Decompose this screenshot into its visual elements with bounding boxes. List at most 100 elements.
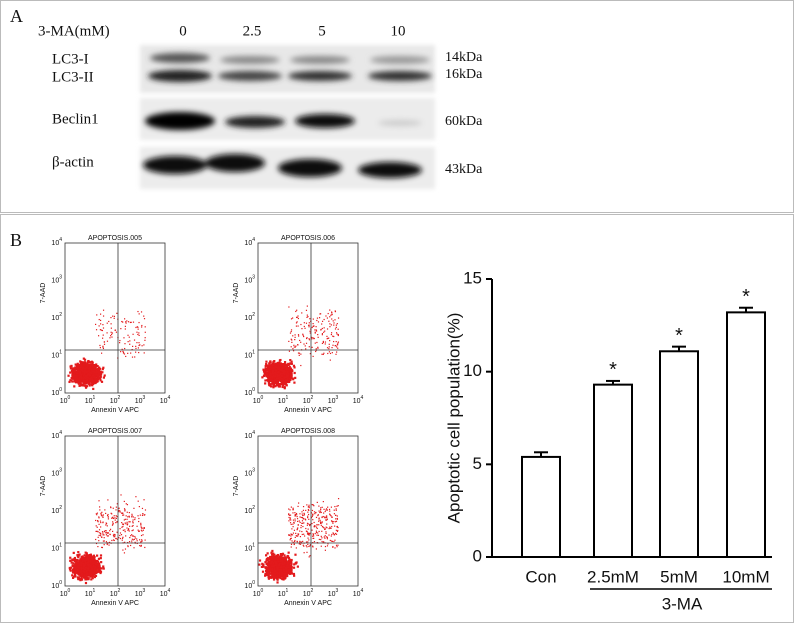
dot <box>289 509 290 510</box>
dot <box>142 513 143 514</box>
dot <box>314 338 315 339</box>
protein-label: β-actin <box>52 154 94 170</box>
dot <box>299 353 300 354</box>
dot <box>295 514 296 515</box>
dot <box>138 518 139 519</box>
dot <box>317 347 318 348</box>
y-axis-label: 7-AAD <box>233 283 240 304</box>
dot <box>278 368 280 370</box>
dot <box>132 519 133 520</box>
dot <box>279 571 281 573</box>
tick-base: 10 <box>51 433 59 440</box>
lane-label: 10 <box>391 23 406 39</box>
dot <box>103 534 104 535</box>
dot <box>309 322 310 323</box>
dot <box>285 368 287 370</box>
dot <box>106 530 107 531</box>
dot <box>131 534 132 535</box>
dot <box>295 311 296 312</box>
tick-exponent: 1 <box>252 543 255 549</box>
dot <box>116 507 117 508</box>
dot <box>322 321 323 322</box>
tick-exponent: 3 <box>252 275 255 281</box>
dot <box>144 514 145 515</box>
dot <box>291 559 293 561</box>
dot <box>104 544 105 545</box>
dot <box>322 507 323 508</box>
dot <box>331 312 332 313</box>
dot <box>308 514 309 515</box>
tick-base: 10 <box>278 591 286 598</box>
dot <box>327 509 328 510</box>
dot <box>79 371 81 373</box>
dot <box>326 536 327 537</box>
protein-label: LC3-II <box>52 69 94 85</box>
tick-base: 10 <box>244 240 252 247</box>
dot <box>137 327 138 328</box>
dot <box>284 562 286 564</box>
dot <box>103 348 104 349</box>
dot <box>73 385 75 387</box>
dot <box>297 527 298 528</box>
dot <box>124 508 125 509</box>
dot <box>279 383 281 385</box>
tick-exponent: 3 <box>143 588 146 594</box>
tick-exponent: 4 <box>168 395 171 401</box>
dot <box>285 569 287 571</box>
size-label: 43kDa <box>445 162 483 177</box>
band <box>145 112 215 130</box>
dot <box>335 515 336 516</box>
dot <box>323 332 324 333</box>
dot <box>124 348 125 349</box>
dot <box>327 328 328 329</box>
dot <box>311 338 312 339</box>
dot <box>329 511 330 512</box>
dot <box>306 504 307 505</box>
dot <box>86 555 88 557</box>
dot <box>300 536 301 537</box>
dot <box>91 363 93 365</box>
dot <box>335 345 336 346</box>
dot <box>306 541 307 542</box>
dot <box>326 336 327 337</box>
dot <box>100 557 102 559</box>
dot <box>139 545 140 546</box>
dot <box>133 508 134 509</box>
dot <box>99 529 100 530</box>
tick-base: 10 <box>51 470 59 477</box>
dot <box>267 567 269 569</box>
tick-exponent: 0 <box>252 580 255 586</box>
x-tick-label: 100 <box>60 395 71 405</box>
dot <box>303 513 304 514</box>
dot <box>102 324 103 325</box>
dot <box>294 522 295 523</box>
dot <box>143 344 144 345</box>
dot <box>296 326 297 327</box>
dot <box>329 309 330 310</box>
dot <box>78 364 80 366</box>
dot <box>334 526 335 527</box>
dot <box>326 508 327 509</box>
dot <box>318 510 319 511</box>
dot <box>317 515 318 516</box>
dot <box>115 509 116 510</box>
tick-exponent: 0 <box>68 588 71 594</box>
tick-base: 10 <box>85 398 93 405</box>
tick-base: 10 <box>51 583 59 590</box>
dot <box>299 520 300 521</box>
dot <box>115 538 116 539</box>
dot <box>302 526 303 527</box>
dot <box>295 561 297 563</box>
y-tick-label: 104 <box>244 237 255 247</box>
tick-base: 10 <box>244 352 252 359</box>
dot <box>141 325 142 326</box>
dot <box>89 380 91 382</box>
dot <box>75 375 77 377</box>
dot <box>145 326 146 327</box>
tick-base: 10 <box>303 398 311 405</box>
dot <box>263 375 265 377</box>
dot <box>323 342 324 343</box>
dot <box>129 526 130 527</box>
dot <box>320 507 321 508</box>
dot <box>272 376 274 378</box>
